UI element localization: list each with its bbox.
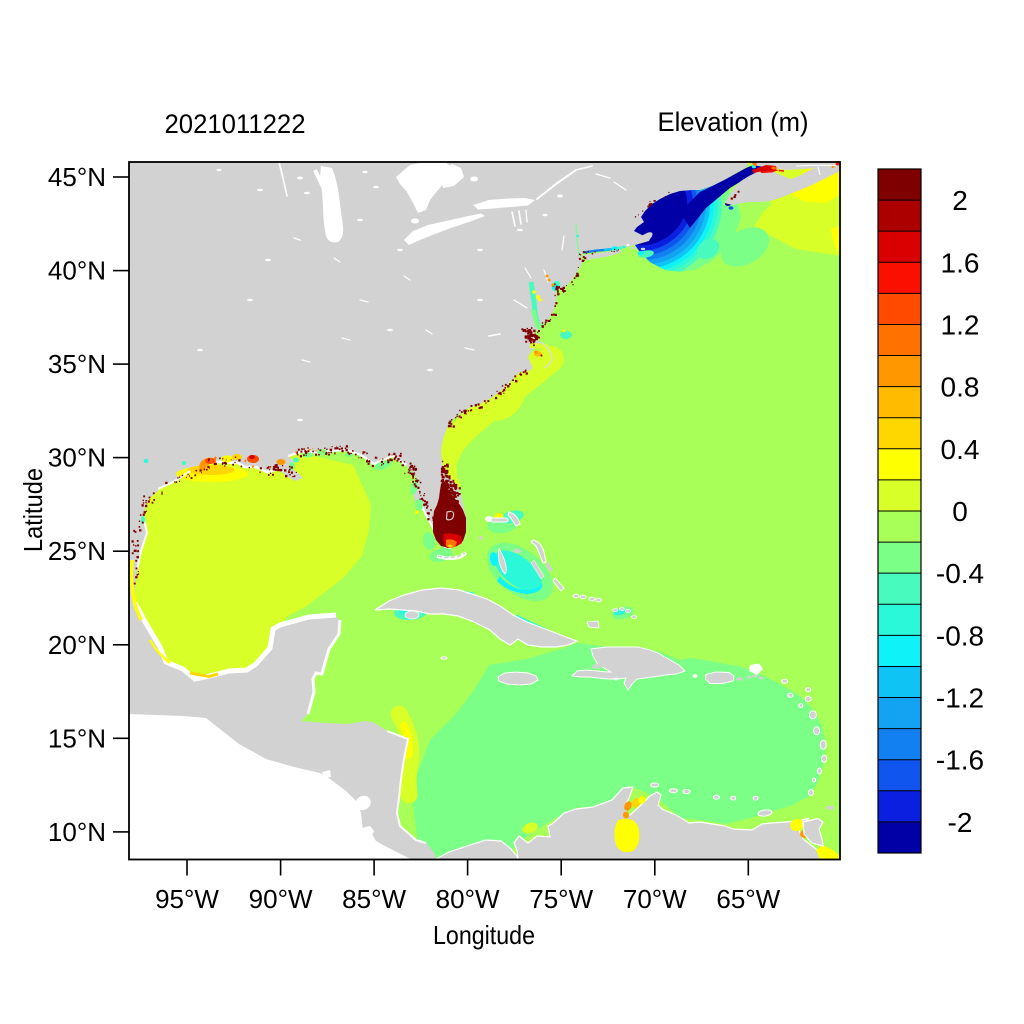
svg-text:-1.6: -1.6 <box>936 745 984 776</box>
svg-text:-1.2: -1.2 <box>936 683 984 714</box>
svg-text:-0.4: -0.4 <box>936 558 984 589</box>
svg-text:Longitude: Longitude <box>433 920 535 950</box>
svg-text:1.6: 1.6 <box>941 247 980 278</box>
svg-text:2: 2 <box>952 185 968 216</box>
svg-text:75°W: 75°W <box>529 884 593 914</box>
svg-text:95°W: 95°W <box>155 884 219 914</box>
svg-text:30°N: 30°N <box>48 443 106 473</box>
svg-text:1.2: 1.2 <box>941 309 980 340</box>
svg-text:45°N: 45°N <box>48 162 106 192</box>
svg-text:0.8: 0.8 <box>941 372 980 403</box>
svg-text:85°W: 85°W <box>342 884 406 914</box>
svg-text:40°N: 40°N <box>48 256 106 286</box>
svg-text:10°N: 10°N <box>48 817 106 847</box>
svg-text:90°W: 90°W <box>249 884 313 914</box>
svg-text:Latitude: Latitude <box>18 468 48 552</box>
svg-text:80°W: 80°W <box>436 884 500 914</box>
svg-text:-2: -2 <box>948 807 973 838</box>
svg-text:0.4: 0.4 <box>941 434 980 465</box>
svg-text:Elevation (m): Elevation (m) <box>658 107 809 137</box>
svg-text:25°N: 25°N <box>48 536 106 566</box>
svg-text:15°N: 15°N <box>48 723 106 753</box>
svg-text:35°N: 35°N <box>48 349 106 379</box>
svg-text:2021011222: 2021011222 <box>165 109 306 139</box>
svg-text:20°N: 20°N <box>48 630 106 660</box>
svg-text:65°W: 65°W <box>716 884 780 914</box>
svg-text:70°W: 70°W <box>623 884 687 914</box>
svg-text:-0.8: -0.8 <box>936 620 984 651</box>
svg-text:0: 0 <box>952 496 968 527</box>
